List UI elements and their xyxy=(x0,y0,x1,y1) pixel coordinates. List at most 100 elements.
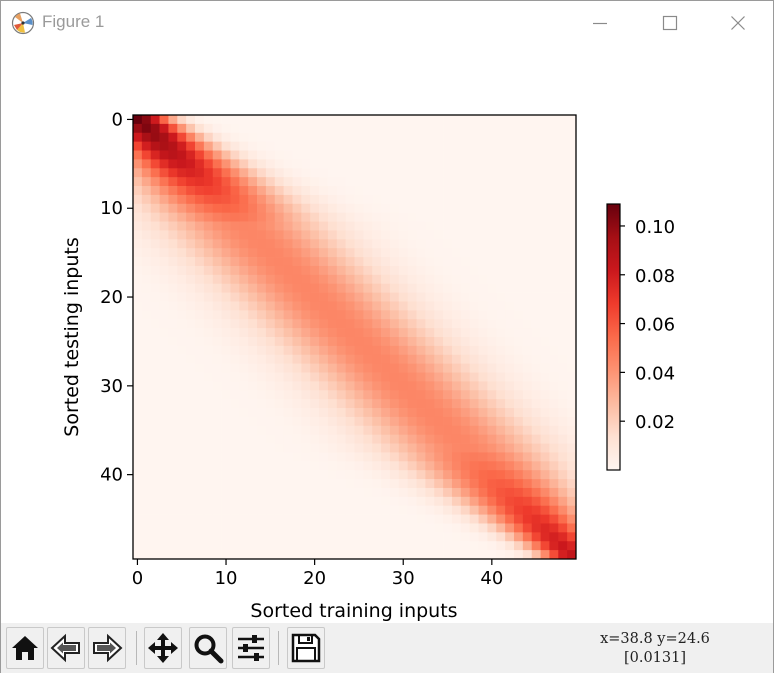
heatmap-cell xyxy=(159,301,169,311)
close-button[interactable] xyxy=(703,1,773,45)
heatmap-cell xyxy=(310,319,320,329)
home-button[interactable] xyxy=(6,627,44,669)
heatmap-cell xyxy=(141,461,152,471)
heatmap-cell xyxy=(567,399,577,409)
configure-subplots-button[interactable] xyxy=(232,627,270,669)
heatmap-cell xyxy=(274,505,284,515)
heatmap-cell xyxy=(195,186,205,196)
heatmap-cell xyxy=(363,550,373,560)
heatmap-cell xyxy=(540,239,550,249)
minimize-button[interactable] xyxy=(565,1,635,45)
heatmap-cell xyxy=(398,265,409,276)
heatmap-cell xyxy=(567,274,577,285)
zoom-button[interactable] xyxy=(189,627,227,669)
heatmap-cell xyxy=(469,310,479,320)
heatmap-cell xyxy=(567,115,577,125)
heatmap-cell xyxy=(301,390,311,400)
heatmap-cell xyxy=(389,221,400,231)
heatmap-cell xyxy=(310,301,320,311)
back-button[interactable] xyxy=(47,627,85,669)
heatmap-cell xyxy=(133,265,143,276)
heatmap-cell xyxy=(274,363,284,373)
heatmap-cell xyxy=(354,319,364,329)
heatmap-cell xyxy=(168,274,178,285)
heatmap-cell xyxy=(283,479,293,489)
heatmap-cell xyxy=(292,425,302,436)
heatmap-cell xyxy=(150,532,160,542)
heatmap-cell xyxy=(469,159,479,169)
heatmap-cell xyxy=(141,452,152,462)
heatmap-cell xyxy=(567,372,577,382)
heatmap-cell xyxy=(398,230,409,240)
heatmap-cell xyxy=(301,292,311,302)
heatmap-cell xyxy=(336,381,346,391)
heatmap-cell xyxy=(159,541,169,551)
heatmap-cell xyxy=(522,283,533,293)
heatmap-cell xyxy=(327,203,338,214)
heatmap-cell xyxy=(389,443,400,453)
heatmap-cell xyxy=(248,248,258,258)
heatmap-cell xyxy=(478,292,488,302)
heatmap-cell xyxy=(177,399,187,409)
pan-button[interactable] xyxy=(144,627,182,669)
heatmap-cell xyxy=(177,177,187,187)
heatmap-cell xyxy=(239,186,249,196)
heatmap-cell xyxy=(540,479,550,489)
heatmap-cell xyxy=(407,408,417,418)
heatmap-cell xyxy=(203,150,214,160)
heatmap-cell xyxy=(203,123,214,134)
heatmap-cell xyxy=(469,425,479,436)
heatmap-cell xyxy=(336,292,346,302)
heatmap-cell xyxy=(150,123,160,134)
heatmap-cell xyxy=(567,505,577,515)
heatmap-cell xyxy=(186,461,196,471)
heatmap-cell xyxy=(310,550,320,560)
heatmap-cell xyxy=(336,248,346,258)
heatmap-cell xyxy=(496,532,506,542)
heatmap-cell xyxy=(212,212,222,222)
heatmap-cell xyxy=(478,514,488,524)
maximize-button[interactable] xyxy=(635,1,705,45)
heatmap-cell xyxy=(336,230,346,240)
heatmap-cell xyxy=(549,443,559,453)
heatmap-cell xyxy=(319,434,329,444)
heatmap-cell xyxy=(319,381,329,391)
heatmap-cell xyxy=(540,443,550,453)
heatmap-cell xyxy=(469,372,479,382)
heatmap-cell xyxy=(141,221,152,231)
heatmap-cell xyxy=(443,416,453,427)
heatmap-cell xyxy=(478,532,488,542)
heatmap-cell xyxy=(230,301,240,311)
save-button[interactable] xyxy=(287,627,325,669)
heatmap-cell xyxy=(381,470,391,480)
heatmap-cell xyxy=(407,159,417,169)
heatmap-cell xyxy=(478,479,488,489)
heatmap-cell xyxy=(186,345,196,356)
heatmap-cell xyxy=(549,505,559,515)
heatmap-cell xyxy=(407,523,417,533)
heatmap-cell xyxy=(257,550,267,560)
heatmap-cell xyxy=(345,265,355,276)
heatmap-cell xyxy=(230,496,240,507)
heatmap-cell xyxy=(372,399,382,409)
heatmap-cell xyxy=(310,177,320,187)
heatmap-cell xyxy=(274,265,284,276)
heatmap-cell xyxy=(478,461,488,471)
heatmap-cell xyxy=(230,399,240,409)
heatmap-cell xyxy=(407,354,417,364)
heatmap-cell xyxy=(487,212,497,222)
heatmap-cell xyxy=(319,292,329,302)
heatmap-cell xyxy=(381,425,391,436)
heatmap-cell xyxy=(150,292,160,302)
heatmap-cell xyxy=(221,452,231,462)
heatmap-cell xyxy=(203,363,214,373)
heatmap-cell xyxy=(310,310,320,320)
forward-button[interactable] xyxy=(88,627,126,669)
figure-canvas[interactable]: 0 10 20 30 40 0 10 20 30 40 Sorted training inpu… xyxy=(1,45,773,623)
heatmap-cell xyxy=(372,354,382,364)
heatmap-cell xyxy=(203,345,214,356)
heatmap-cell xyxy=(469,257,479,267)
heatmap-cell xyxy=(496,283,506,293)
heatmap-cell xyxy=(505,399,515,409)
